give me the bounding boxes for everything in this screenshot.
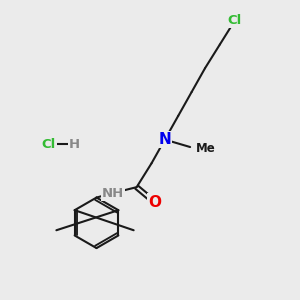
Text: O: O bbox=[148, 194, 161, 209]
Text: H: H bbox=[69, 138, 80, 151]
Text: Cl: Cl bbox=[42, 138, 56, 151]
Text: Me: Me bbox=[196, 142, 216, 155]
Text: NH: NH bbox=[102, 187, 124, 200]
Text: N: N bbox=[158, 132, 171, 147]
Text: Cl: Cl bbox=[228, 14, 242, 27]
